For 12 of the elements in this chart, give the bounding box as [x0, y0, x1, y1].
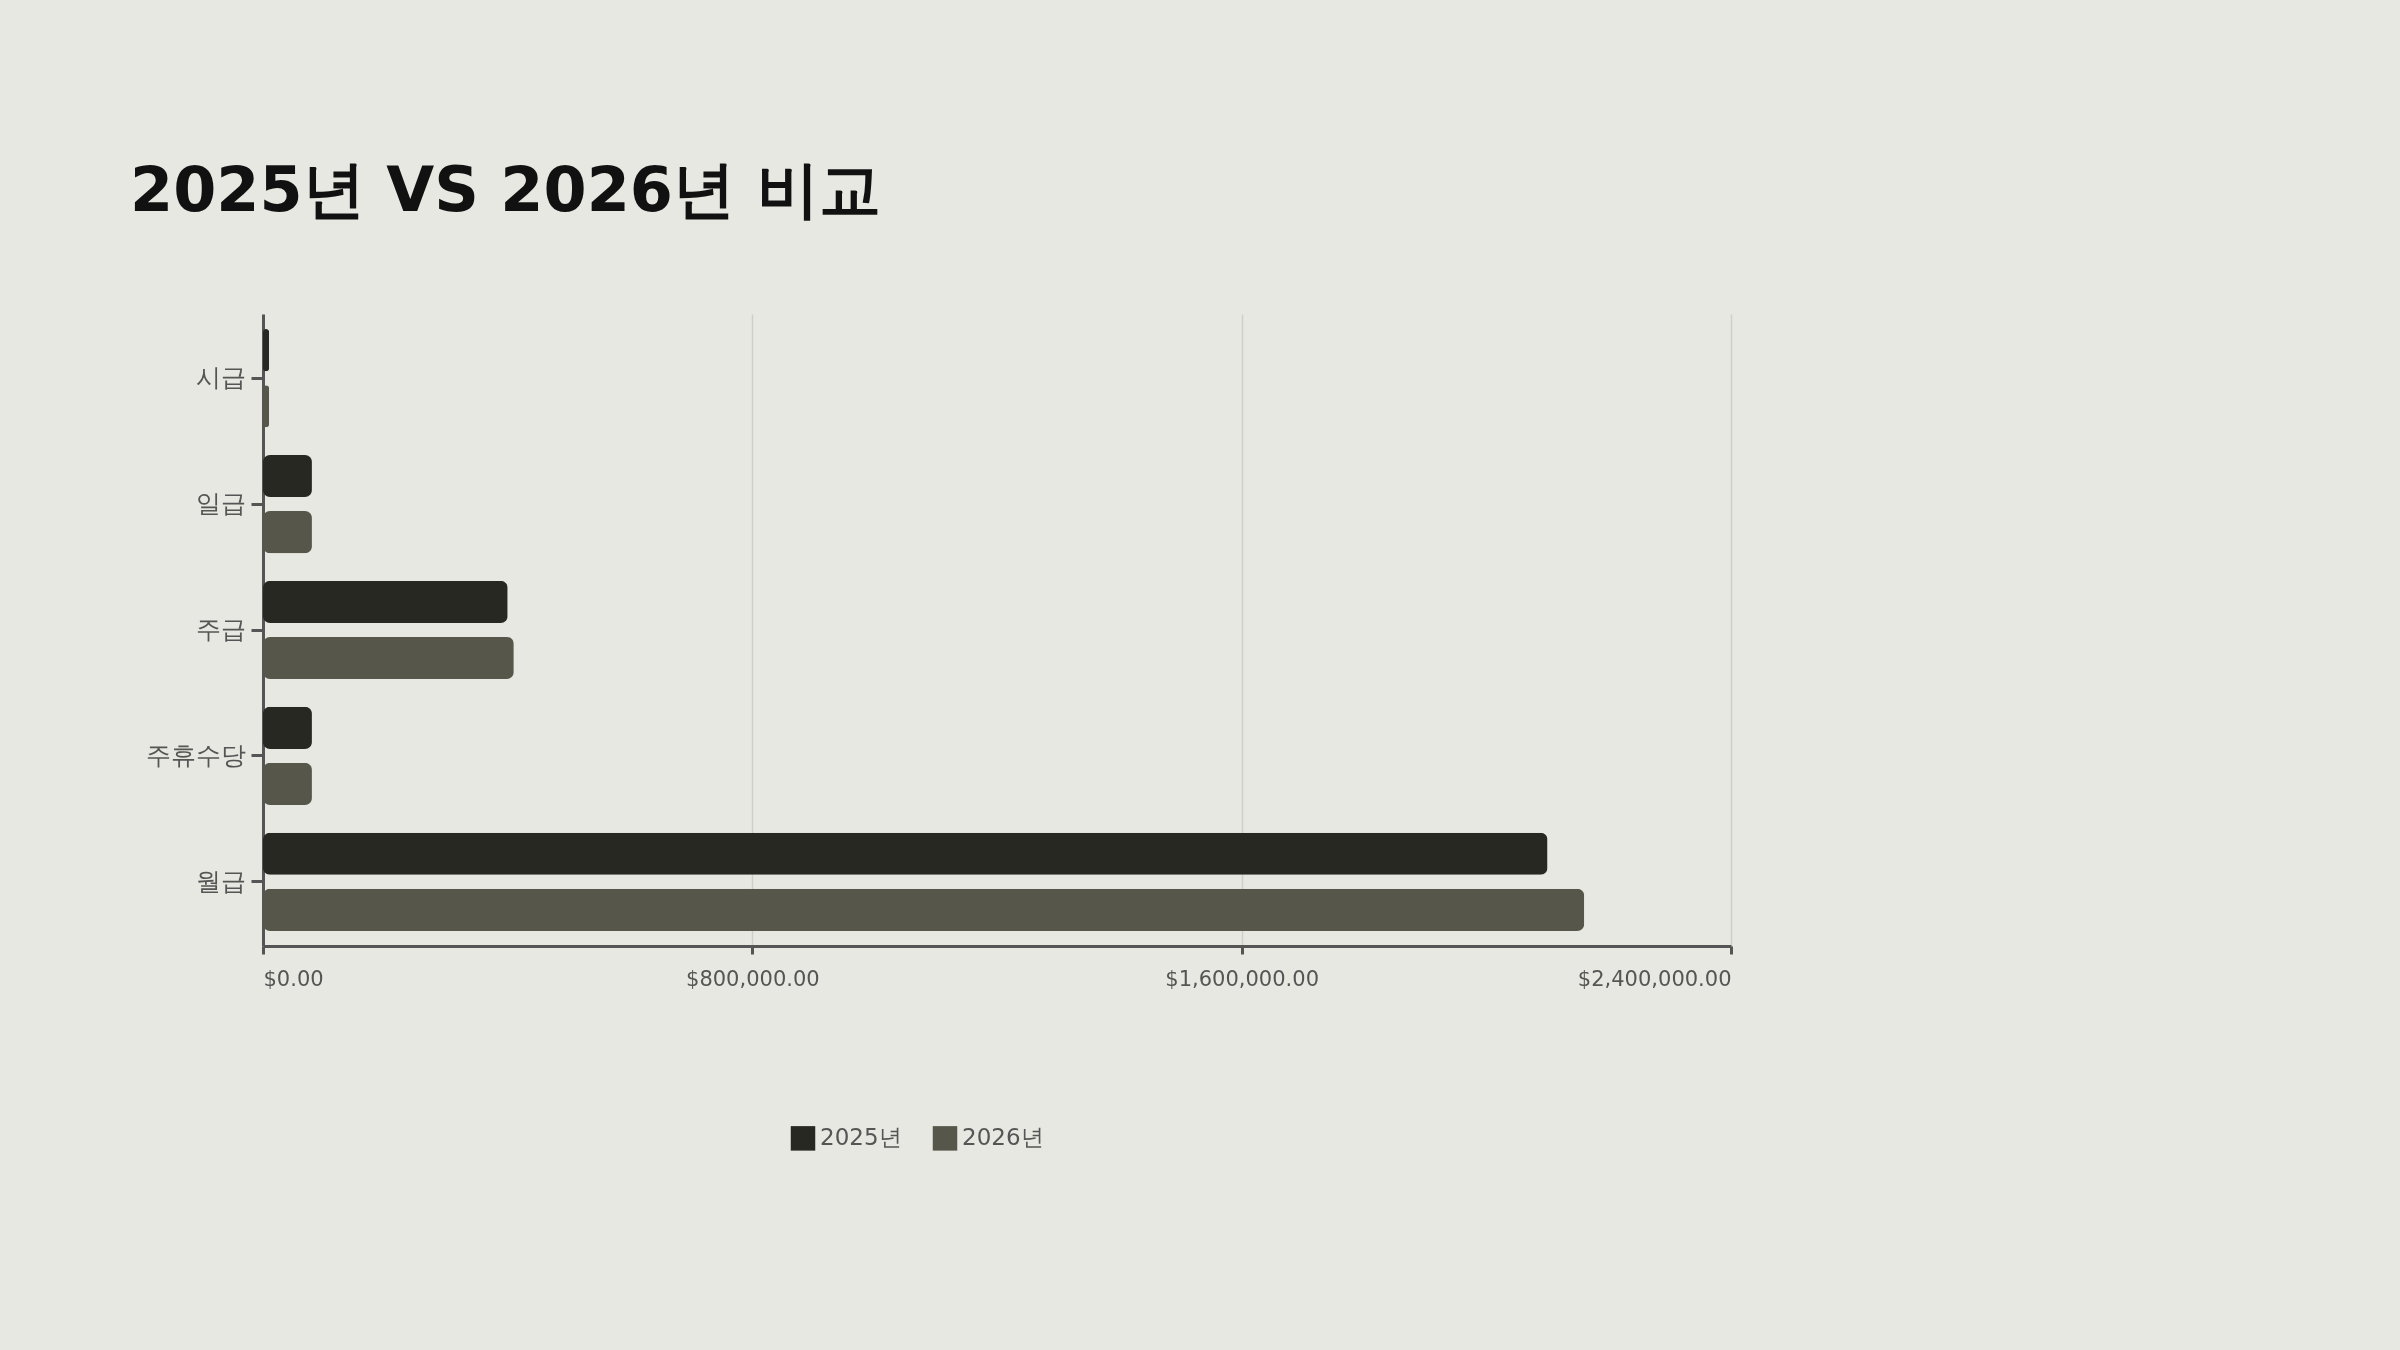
chart-title: 2025년 VS 2026년 비교	[130, 153, 881, 226]
x-tick-label: $2,400,000.00	[1577, 966, 1732, 991]
y-tick-label: 시급	[195, 363, 246, 393]
y-tick-label: 주급	[195, 615, 246, 644]
x-tick-label: $1,600,000.00	[1165, 966, 1319, 991]
legend-label: 2026년	[962, 1124, 1044, 1151]
y-tick-label: 월급	[195, 866, 246, 896]
y-tick-label: 일급	[195, 489, 246, 519]
x-tick-label: $0.00	[263, 966, 324, 991]
x-tick-label: $800,000.00	[686, 966, 820, 991]
y-tick-label: 주휴수당	[145, 740, 246, 770]
legend-label: 2025년	[820, 1124, 902, 1151]
